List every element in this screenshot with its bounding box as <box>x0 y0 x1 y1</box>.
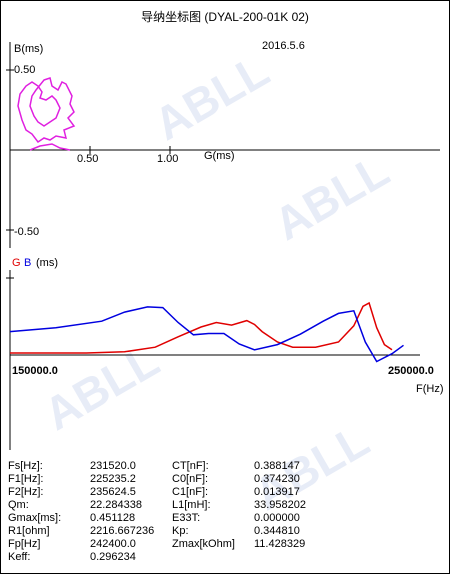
admittance-circle-curve <box>17 77 76 151</box>
y-axis-unit: (ms) <box>36 257 58 269</box>
date-label: 2016.5.6 <box>262 40 305 52</box>
param-key: F1[Hz]: <box>8 473 44 485</box>
param-value: 242400.0 <box>90 538 136 550</box>
y-tick-label: -0.50 <box>14 226 39 238</box>
window-title: 导纳坐标图 (DYAL-200-01K 02) <box>141 10 309 24</box>
param-key: Gmax[ms]: <box>8 512 62 524</box>
param-key: Keff: <box>8 551 31 563</box>
legend-b: B <box>24 257 31 269</box>
param-value: 0.451128 <box>90 512 136 524</box>
param-value: 33.958202 <box>254 499 306 511</box>
param-key: Qm: <box>8 499 29 511</box>
param-key: Fs[Hz]: <box>8 460 43 472</box>
x-tick-label: 1.00 <box>157 153 178 165</box>
param-key: C1[nF]: <box>172 486 209 498</box>
x-tick-label: 150000.0 <box>12 365 58 377</box>
param-value: 2216.667236 <box>90 525 155 537</box>
param-key: L1[mH]: <box>172 499 211 511</box>
param-key: R1[ohm] <box>8 525 50 537</box>
param-key: E33T: <box>172 512 201 524</box>
param-key: Zmax[kOhm] <box>172 538 235 550</box>
param-value: 225235.2 <box>90 473 136 485</box>
legend-g: G <box>12 257 21 269</box>
frequency-sweep-chart: G B (ms) 150000.0 250000.0 F(Hz) <box>6 257 444 450</box>
param-value: 235624.5 <box>90 486 136 498</box>
param-key: Kp: <box>172 525 189 537</box>
param-value: 11.428329 <box>254 538 306 550</box>
param-key: F2[Hz]: <box>8 486 44 498</box>
param-value: 0.344810 <box>254 525 300 537</box>
series-g-line <box>10 301 393 354</box>
y-axis-label: B(ms) <box>14 43 43 55</box>
x-axis-label: G(ms) <box>204 150 235 162</box>
x-axis-label: F(Hz) <box>416 383 444 395</box>
param-value: 0.296234 <box>90 551 136 563</box>
series-b-line <box>9 306 404 363</box>
param-key: C0[nF]: <box>172 473 209 485</box>
x-tick-label: 250000.0 <box>388 365 434 377</box>
param-value: 231520.0 <box>90 460 136 472</box>
x-tick-label: 0.50 <box>77 153 98 165</box>
param-value: 0.374230 <box>254 473 300 485</box>
param-value: 0.013917 <box>254 486 300 498</box>
admittance-circle-chart: B(ms) G(ms) 0.50 -0.50 0.50 1.00 <box>6 42 440 248</box>
param-key: Fp[Hz] <box>8 538 41 550</box>
param-value: 22.284338 <box>90 499 142 511</box>
y-tick-label: 0.50 <box>14 64 35 76</box>
param-value: 0.388147 <box>254 460 300 472</box>
param-value: 0.000000 <box>254 512 300 524</box>
param-key: CT[nF]: <box>172 460 209 472</box>
